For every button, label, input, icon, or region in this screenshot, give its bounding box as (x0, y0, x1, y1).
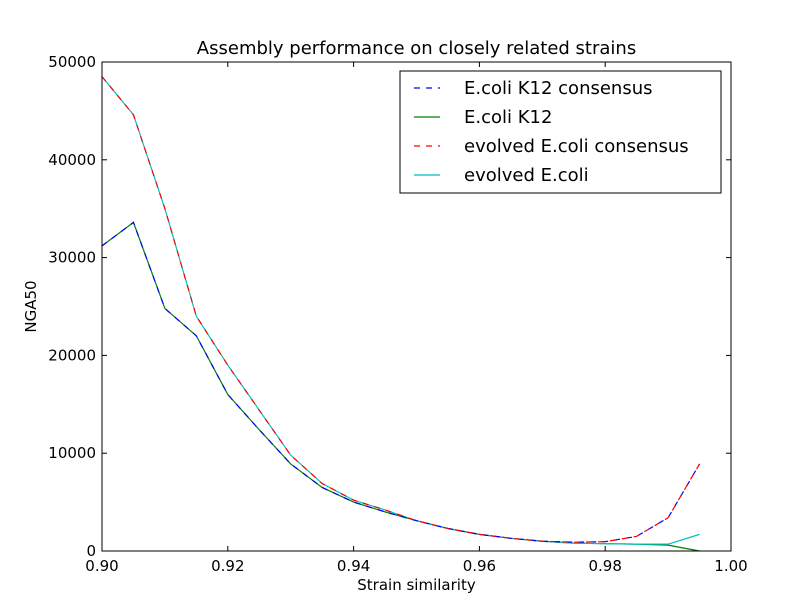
legend-label: evolved E.coli (464, 165, 589, 186)
x-tick-label: 0.98 (588, 557, 621, 575)
chart-title: Assembly performance on closely related … (197, 38, 636, 59)
y-axis-label: NGA50 (22, 280, 40, 332)
legend: E.coli K12 consensus E.coli K12 evolved E.… (399, 70, 722, 194)
x-tick-label: 0.94 (337, 557, 370, 575)
x-tick-label: 0.96 (463, 557, 496, 575)
legend-label: evolved E.coli consensus (464, 136, 689, 157)
x-tick-label: 0.92 (211, 557, 244, 575)
plot-area-frame (101, 61, 732, 552)
series-line-e-coli-k12-consensus (101, 221, 701, 543)
x-axis-label: Strain similarity (357, 576, 476, 594)
series-line-evolved-e-coli-consensus (101, 76, 701, 543)
y-tick-label: 50000 (48, 53, 96, 71)
x-tick-label: 1.00 (714, 557, 747, 575)
legend-label: E.coli K12 consensus (464, 78, 653, 99)
y-tick-label: 30000 (48, 249, 96, 267)
legend-box (399, 70, 722, 194)
y-tick-label: 10000 (48, 444, 96, 462)
ticks-layer: 0.90 0.92 0.94 0.96 0.98 1.00 0 10000 20000 30000… (48, 53, 747, 575)
y-tick-label: 40000 (48, 151, 96, 169)
y-tick-label: 0 (86, 542, 96, 560)
x-tick-label: 0.90 (85, 557, 118, 575)
y-tick-label: 20000 (48, 346, 96, 364)
legend-label: E.coli K12 (464, 107, 552, 128)
series-layer (101, 76, 701, 552)
